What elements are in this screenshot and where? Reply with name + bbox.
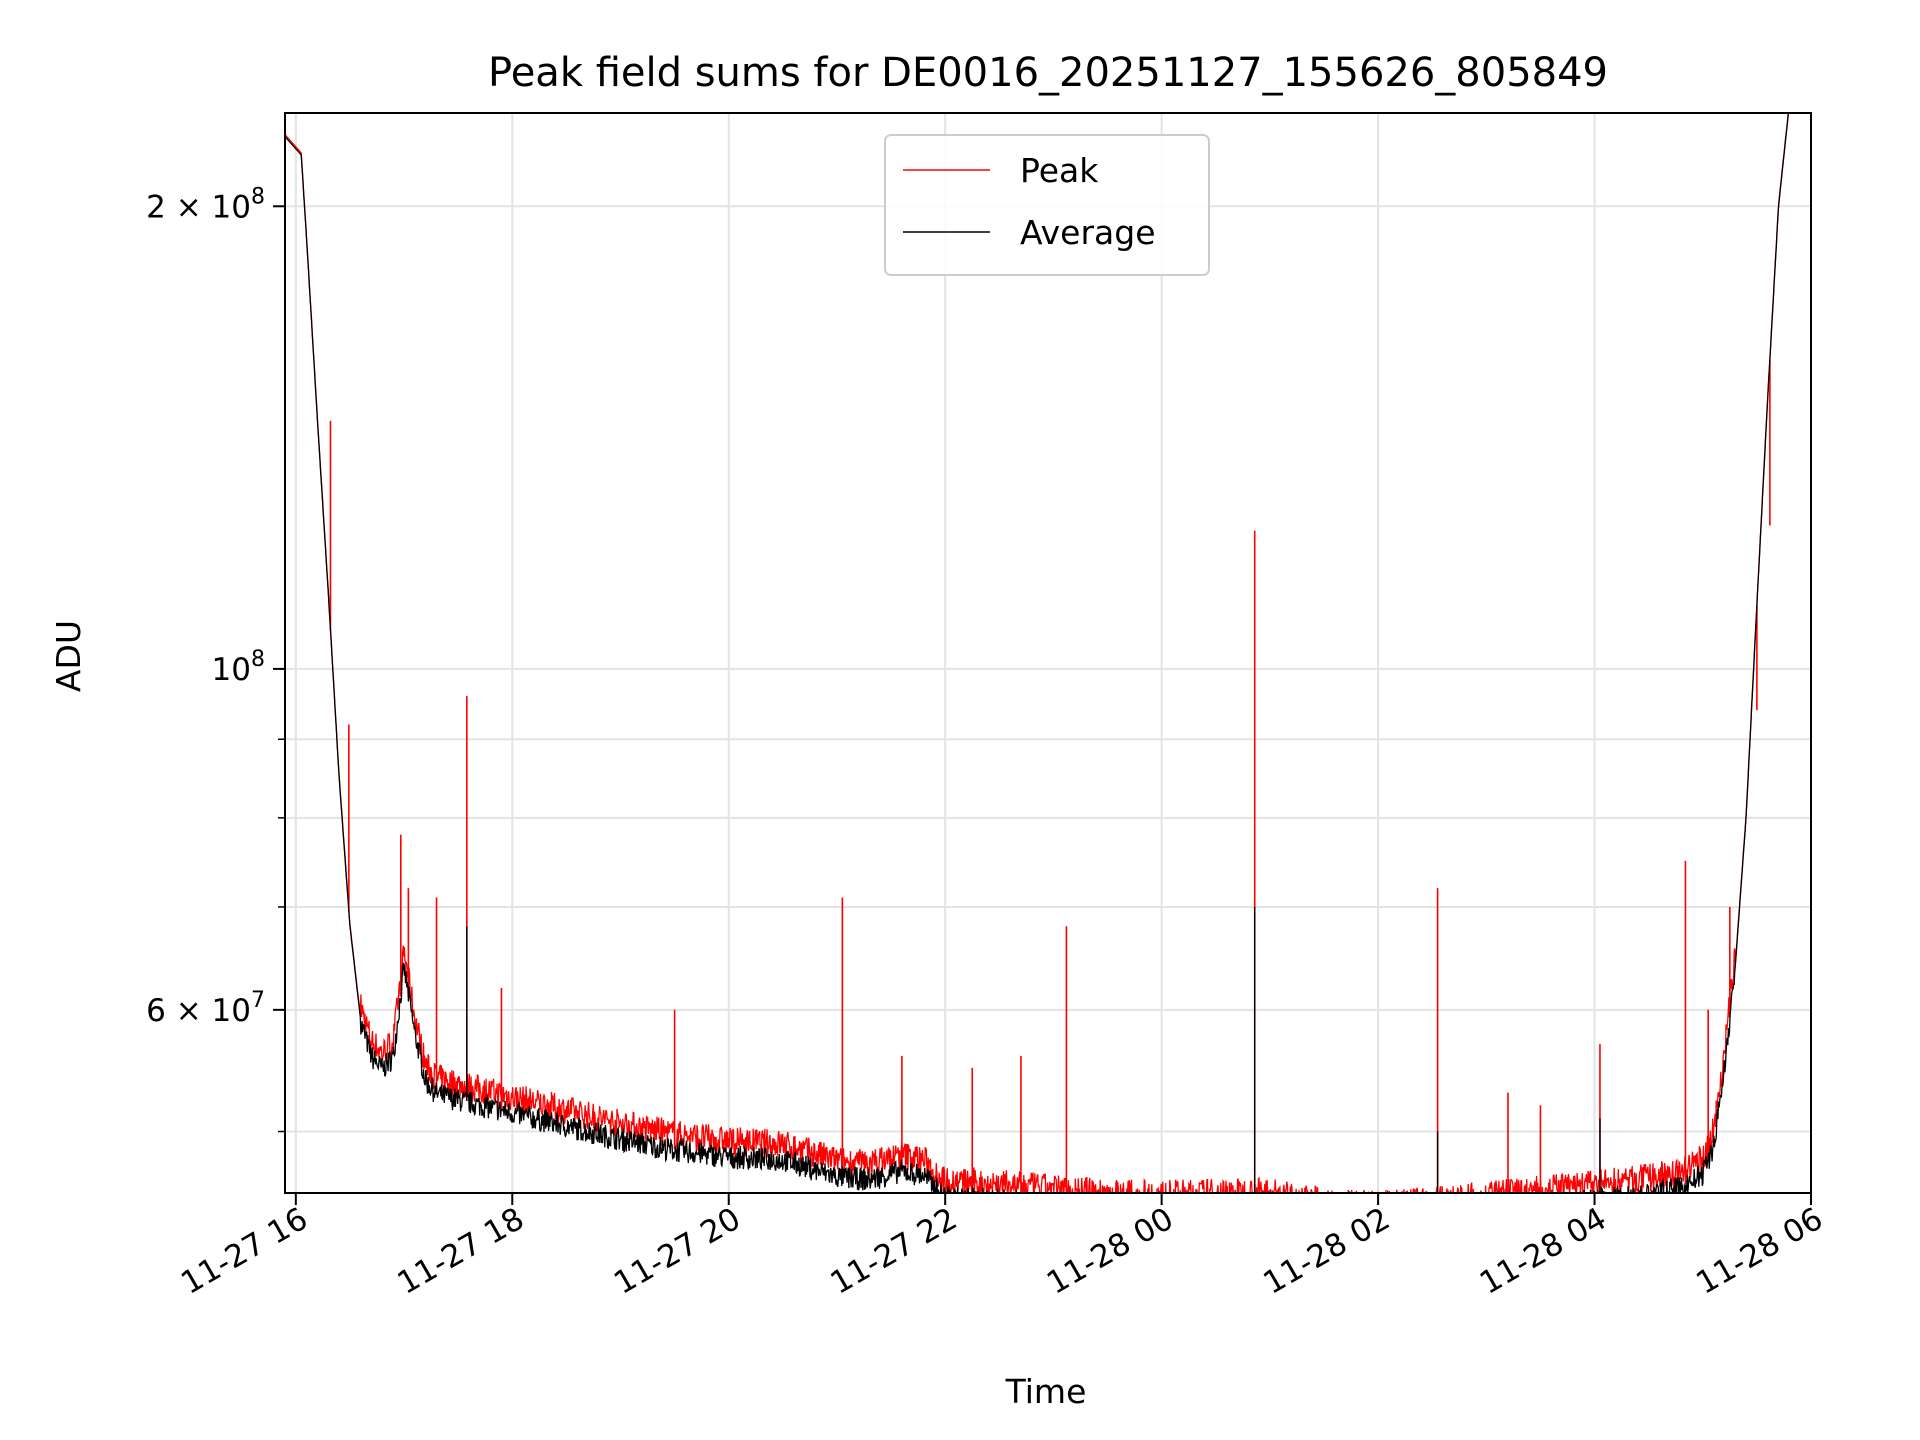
chart-title: Peak field sums for DE0016_20251127_1556… bbox=[488, 50, 1608, 96]
y-tick-label: 108 bbox=[212, 647, 265, 688]
y-tick-label: 6 × 107 bbox=[146, 988, 265, 1029]
series-line-average bbox=[285, 113, 1790, 1193]
legend-label-peak: Peak bbox=[1020, 151, 1099, 190]
y-axis-label: ADU bbox=[49, 620, 88, 692]
plot-frame bbox=[284, 112, 1812, 1194]
x-axis-label: Time bbox=[1005, 1372, 1087, 1411]
legend: Peak Average bbox=[884, 134, 1210, 276]
y-tick-label: 2 × 108 bbox=[146, 184, 265, 225]
plot-series bbox=[285, 113, 1790, 1193]
legend-label-average: Average bbox=[1020, 213, 1156, 252]
